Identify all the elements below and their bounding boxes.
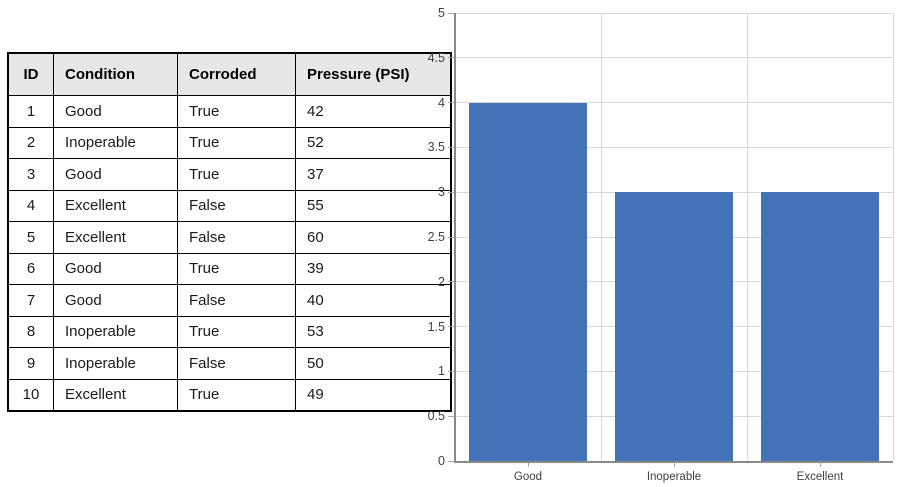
- y-gridline: [455, 102, 893, 104]
- cell-condition: Inoperable: [53, 126, 178, 159]
- x-axis-label: Excellent: [796, 471, 844, 483]
- y-axis-label: 4: [438, 95, 445, 110]
- cell-corroded: False: [177, 284, 296, 317]
- x-tick-mark: [819, 462, 821, 467]
- cell-condition: Good: [53, 95, 178, 128]
- y-axis-label: 2.5: [427, 230, 445, 244]
- cell-id: 5: [7, 221, 54, 254]
- table-body: 1 Good True 42 2 Inoperable True 52 3 Good True 37 4…: [7, 95, 452, 412]
- cell-pressure: 42: [295, 95, 452, 128]
- y-tick-mark: [448, 415, 454, 417]
- y-tick-mark: [448, 102, 454, 104]
- y-axis-label: 0.5: [427, 409, 445, 424]
- category-gridline: [892, 13, 894, 461]
- table-header: ID Condition Corroded Pressure (PSI): [7, 52, 452, 96]
- cell-pressure: 60: [295, 221, 452, 254]
- y-axis-label: 1: [438, 364, 445, 379]
- table-row: 9 Inoperable False 50: [7, 347, 452, 380]
- cell-condition: Excellent: [53, 221, 178, 254]
- x-axis-label: Good: [513, 471, 543, 483]
- table-row: 7 Good False 40: [7, 284, 452, 317]
- y-axis-label: 0: [438, 454, 445, 468]
- table-header-row: ID Condition Corroded Pressure (PSI): [7, 52, 452, 96]
- y-tick-mark: [448, 236, 454, 238]
- cell-condition: Inoperable: [53, 347, 178, 380]
- table-row: 5 Excellent False 60: [7, 221, 452, 254]
- y-tick-mark: [448, 12, 454, 14]
- cell-id: 10: [7, 378, 54, 412]
- column-header-corroded: Corroded: [177, 52, 296, 96]
- y-gridline: [455, 146, 893, 148]
- cell-condition: Good: [53, 284, 178, 317]
- y-tick-mark: [448, 146, 454, 148]
- cell-pressure: 55: [295, 189, 452, 222]
- y-tick-mark: [448, 370, 454, 372]
- column-header-pressure: Pressure (PSI): [295, 52, 452, 96]
- category-gridline: [746, 13, 748, 461]
- x-axis-line: [454, 461, 893, 463]
- y-gridline: [455, 12, 893, 14]
- cell-pressure: 50: [295, 347, 452, 380]
- cell-corroded: False: [177, 189, 296, 222]
- bar-inoperable: [615, 192, 733, 461]
- x-axis-label: Inoperable: [646, 471, 702, 483]
- table-row: 4 Excellent False 55: [7, 189, 452, 222]
- x-tick-mark: [673, 462, 675, 467]
- cell-pressure: 52: [295, 126, 452, 159]
- x-tick-mark: [527, 462, 529, 467]
- cell-corroded: True: [177, 158, 296, 191]
- bar-good: [469, 102, 587, 461]
- table-row: 2 Inoperable True 52: [7, 126, 452, 159]
- cell-condition: Good: [53, 252, 178, 285]
- y-axis-line: [454, 13, 456, 462]
- y-tick-mark: [448, 191, 454, 193]
- cell-corroded: True: [177, 126, 296, 159]
- column-header-id: ID: [7, 52, 54, 96]
- cell-condition: Inoperable: [53, 315, 178, 348]
- cell-corroded: False: [177, 347, 296, 380]
- bar-excellent: [761, 192, 879, 461]
- y-axis-label: 5: [438, 6, 445, 20]
- table-row: 6 Good True 39: [7, 252, 452, 285]
- y-axis-label: 1.5: [427, 319, 445, 334]
- y-tick-mark: [448, 57, 454, 59]
- y-tick-mark: [448, 281, 454, 283]
- y-axis-label: 3.5: [427, 140, 445, 155]
- y-gridline: [455, 57, 893, 59]
- pipe-data-table: ID Condition Corroded Pressure (PSI) 1 Go…: [7, 52, 452, 412]
- table-row: 1 Good True 42: [7, 95, 452, 128]
- y-axis-label: 2: [438, 274, 445, 289]
- y-tick-mark: [448, 460, 454, 462]
- table-row: 10 Excellent True 49: [7, 378, 452, 412]
- cell-corroded: True: [177, 95, 296, 128]
- cell-pressure: 49: [295, 378, 452, 412]
- category-gridline: [600, 13, 602, 461]
- cell-corroded: True: [177, 315, 296, 348]
- cell-id: 9: [7, 347, 54, 380]
- y-axis-label: 4.5: [427, 50, 445, 65]
- y-tick-mark: [448, 326, 454, 328]
- y-axis-label: 3: [438, 185, 445, 200]
- cell-corroded: True: [177, 378, 296, 412]
- cell-corroded: False: [177, 221, 296, 254]
